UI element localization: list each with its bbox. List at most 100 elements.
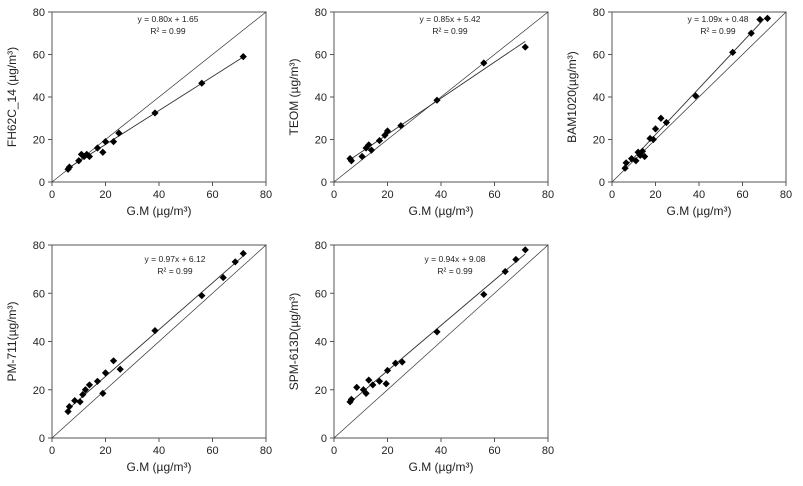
data-point [397,122,405,130]
data-point [391,359,400,367]
chart-panel-3: 0 20 40 60 80 0 20 40 60 80 G.M (µg/m³) BAM1020(µg/… [565,7,792,218]
identity-line [333,11,549,183]
data-point [115,129,123,137]
y-axis-label: TEOM (µg/m³) [287,59,301,136]
x-tick-label: 40 [693,189,705,201]
data-point [109,357,118,365]
data-point [65,403,73,411]
data-point [480,290,488,299]
x-tick-label: 80 [542,445,554,457]
y-tick-label: 0 [321,433,327,445]
x-tick-label: 60 [488,445,500,457]
data-point [99,389,107,397]
data-point [662,118,670,127]
data-point [641,152,649,161]
data-point [85,381,94,389]
data-point [634,148,642,156]
x-tick-label: 40 [435,445,447,457]
y-tick-label: 0 [39,177,45,189]
identity-line [51,244,267,439]
y-tick-label: 0 [39,433,45,445]
x-tick-label: 0 [609,189,615,201]
data-point [375,377,384,385]
regression-equation: y = 0.80x + 1.65 [138,14,199,24]
x-tick-label: 80 [260,445,272,457]
data-point [375,136,384,145]
chart-panel-5: 0 20 40 60 80 0 20 40 60 80 G.M (µg/m³) SPM-613D(µg… [287,240,554,474]
data-point [198,79,206,87]
x-tick-label: 0 [331,445,337,457]
y-tick-label: 40 [315,337,327,349]
data-point [365,376,373,384]
y-tick-label: 60 [33,288,45,300]
x-tick-label: 0 [49,189,55,201]
data-point [622,159,630,167]
data-point [362,389,370,397]
data-point [383,366,392,375]
data-point [93,377,102,385]
regression-equation: y = 0.85x + 5.42 [420,14,481,24]
x-tick-label: 20 [381,189,393,201]
data-point [521,43,529,51]
regression-equation: y = 0.94x + 9.08 [425,254,486,264]
r-squared-label: R² = 0.99 [157,266,192,276]
chart-panel-4: 0 20 40 60 80 0 20 40 60 80 G.M (µg/m³) PM-711(µg/m… [5,240,272,474]
regression-line [624,15,768,168]
data-point [383,127,392,135]
chart-panel-2: 0 20 40 60 80 0 20 40 60 80 G.M (µg/m³) TEOM (µg/m³… [287,7,554,218]
data-point [109,138,118,146]
data-point [657,114,665,122]
data-point [501,267,509,276]
y-tick-label: 20 [593,135,605,147]
data-point [81,386,90,394]
x-axis-label: G.M (µg/m³) [127,460,192,474]
regression-equation: y = 1.09x + 0.48 [688,14,749,24]
y-tick-label: 40 [33,337,45,349]
x-tick-label: 80 [542,189,554,201]
y-tick-label: 20 [33,135,45,147]
data-point [75,157,83,165]
y-tick-label: 80 [315,7,327,19]
data-point [65,163,73,171]
y-tick-label: 60 [315,50,327,62]
x-axis-label: G.M (µg/m³) [667,204,732,218]
data-point [64,407,72,416]
data-point [521,246,529,254]
y-tick-label: 0 [321,177,327,189]
y-tick-label: 40 [315,92,327,104]
data-point [729,48,737,56]
chart-panel-1: 0 20 40 60 80 0 20 40 60 80 G.M (µg/m³) FH62C_14 (µ… [5,7,272,218]
regression-line [349,253,526,403]
y-tick-label: 20 [315,385,327,397]
data-point [756,15,764,24]
data-point [85,152,94,161]
x-tick-label: 60 [206,189,218,201]
y-tick-label: 40 [593,92,605,104]
x-tick-label: 20 [649,189,661,201]
x-tick-label: 0 [331,189,337,201]
x-tick-label: 40 [435,189,447,201]
y-axis-label: PM-711(µg/m³) [5,301,19,381]
data-point [398,358,406,366]
data-point [79,390,87,399]
y-tick-label: 40 [33,92,45,104]
data-point [239,249,247,258]
data-point [101,369,110,377]
y-tick-label: 80 [33,240,45,252]
y-tick-label: 60 [33,50,45,62]
data-point [198,292,206,300]
y-tick-label: 80 [593,7,605,19]
identity-line [333,244,549,439]
y-axis-label: BAM1020(µg/m³) [565,51,579,143]
x-tick-label: 40 [153,445,165,457]
x-tick-label: 80 [780,189,792,201]
x-tick-label: 20 [99,189,111,201]
data-point [382,380,390,388]
x-tick-label: 20 [99,445,111,457]
data-point [367,146,376,154]
data-point [353,383,361,391]
data-point [362,144,370,152]
data-point [638,147,647,155]
x-tick-label: 60 [736,189,748,201]
data-point [763,14,772,22]
